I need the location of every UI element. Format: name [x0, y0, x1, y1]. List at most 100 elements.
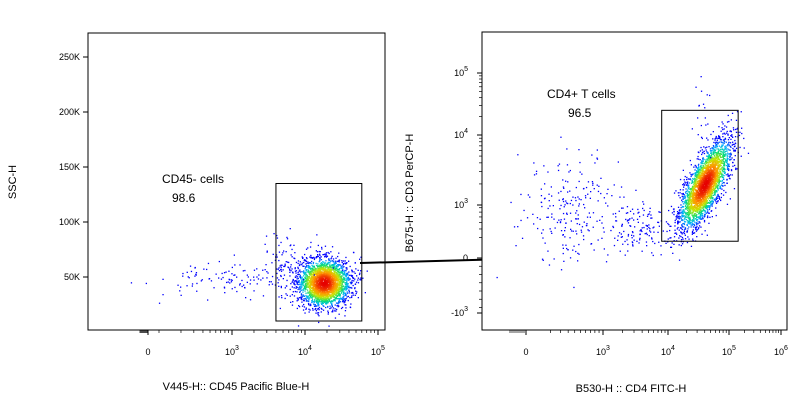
event-dot	[335, 284, 337, 286]
event-dot	[334, 308, 336, 310]
event-dot	[344, 315, 346, 317]
event-dot	[677, 220, 679, 223]
event-dot	[303, 273, 306, 275]
event-dot	[292, 272, 294, 274]
event-dot	[289, 269, 291, 271]
event-dot	[333, 292, 335, 295]
event-dot	[316, 300, 318, 302]
event-dot	[324, 280, 326, 282]
event-dot	[716, 148, 718, 150]
event-dot	[334, 272, 336, 274]
event-dot	[310, 275, 313, 278]
event-dot	[297, 281, 299, 283]
event-dot	[319, 264, 321, 266]
event-dot	[307, 302, 310, 305]
event-dot	[691, 204, 693, 206]
event-dot	[732, 141, 734, 143]
event-dot	[333, 288, 335, 290]
event-dot	[698, 216, 701, 218]
event-dot	[318, 289, 320, 292]
event-dot	[702, 171, 704, 174]
event-dot	[315, 262, 317, 265]
event-dot	[696, 216, 698, 218]
event-dot	[331, 283, 333, 286]
event-dot	[334, 300, 336, 302]
event-dot	[721, 176, 723, 179]
event-dot	[708, 162, 710, 164]
event-dot	[315, 272, 317, 275]
event-dot	[712, 185, 715, 188]
event-dot	[704, 163, 706, 165]
event-dot	[733, 129, 735, 131]
event-dot	[352, 292, 354, 294]
event-dot	[721, 144, 723, 146]
event-dot	[674, 232, 676, 234]
event-dot	[715, 207, 717, 209]
event-dot	[315, 257, 317, 259]
event-dot	[344, 293, 346, 296]
event-dot	[180, 294, 182, 296]
event-dot	[680, 244, 682, 247]
event-dot	[683, 229, 685, 231]
event-dot	[301, 279, 303, 282]
event-dot	[697, 167, 699, 169]
event-dot	[729, 145, 731, 148]
event-dot	[338, 301, 340, 303]
event-dot	[709, 189, 711, 191]
event-dot	[321, 308, 323, 310]
event-dot	[344, 286, 346, 288]
event-dot	[335, 302, 338, 304]
event-dot	[320, 297, 323, 299]
event-dot	[720, 167, 723, 169]
event-dot	[325, 306, 327, 309]
event-dot	[323, 283, 325, 286]
event-dot	[693, 204, 696, 207]
event-dot	[352, 277, 354, 279]
event-dot	[301, 276, 303, 278]
event-dot	[705, 205, 707, 207]
event-dot	[709, 158, 711, 160]
event-dot	[685, 206, 688, 208]
event-dot	[717, 201, 719, 203]
event-dot	[332, 287, 334, 289]
event-dot	[313, 289, 316, 292]
event-dot	[690, 190, 692, 193]
event-dot	[332, 295, 335, 297]
event-dot	[703, 209, 705, 212]
event-dot	[281, 297, 283, 299]
event-dot	[717, 189, 719, 191]
event-dot	[335, 262, 337, 264]
event-dot	[733, 159, 735, 161]
event-dot	[265, 264, 267, 266]
event-dot	[341, 288, 343, 291]
event-dot	[712, 145, 715, 147]
event-dot	[331, 266, 333, 269]
gate-cd45-neg[interactable]	[275, 183, 363, 322]
event-dot	[723, 158, 725, 160]
event-dot	[322, 302, 325, 304]
event-dot	[334, 317, 337, 319]
event-dot	[730, 138, 732, 140]
event-dot	[268, 281, 271, 283]
event-dot	[720, 149, 722, 151]
event-dot	[691, 174, 693, 176]
event-dot	[335, 296, 337, 299]
event-dot	[726, 158, 728, 161]
event-dot	[341, 282, 343, 284]
event-dot	[302, 282, 304, 284]
event-dot	[682, 210, 684, 212]
event-dot	[334, 263, 336, 265]
event-dot	[354, 283, 356, 285]
event-dot	[333, 282, 335, 284]
event-dot	[719, 137, 721, 139]
event-dot	[335, 310, 337, 312]
event-dot	[320, 290, 322, 292]
event-dot	[716, 197, 719, 199]
event-dot	[331, 300, 333, 302]
event-dot	[695, 178, 697, 180]
event-dot	[704, 207, 707, 209]
event-dot	[690, 208, 692, 210]
event-dot	[687, 183, 689, 185]
event-dot	[324, 256, 326, 258]
event-dot	[317, 301, 319, 303]
